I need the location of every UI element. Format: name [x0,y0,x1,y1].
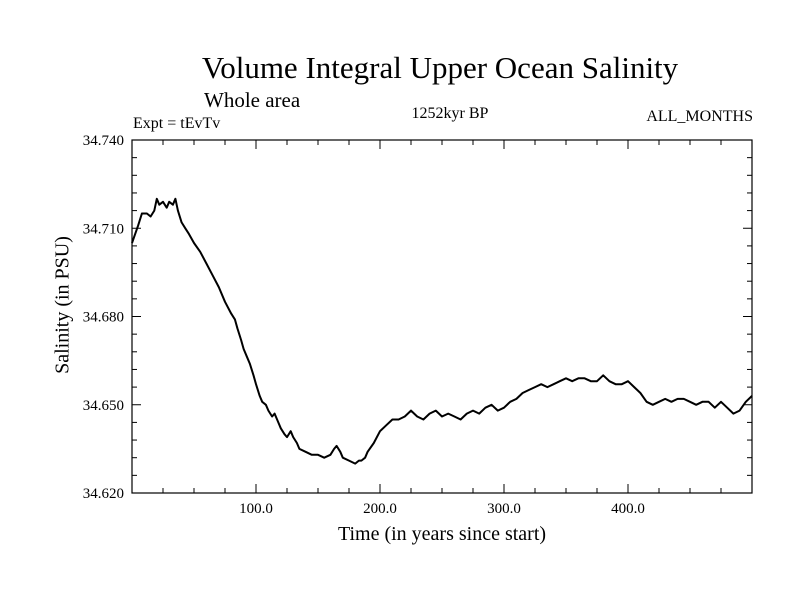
period-label: 1252kyr BP [411,105,489,122]
area-subtitle: Whole area [204,88,301,112]
y-tick-label: 34.620 [83,486,124,502]
x-tick-label: 400.0 [611,501,645,517]
x-tick-label: 100.0 [239,501,273,517]
axis-ticks [132,140,752,493]
experiment-label: Expt = tEvTv [133,115,221,132]
y-tick-label: 34.680 [83,310,124,326]
y-tick-label: 34.710 [83,221,124,237]
y-tick-label: 34.740 [83,133,124,149]
x-tick-labels: 100.0 200.0 300.0 400.0 [239,501,645,517]
y-tick-label: 34.650 [83,398,124,414]
x-tick-label: 200.0 [363,501,397,517]
x-axis-label: Time (in years since start) [337,523,547,545]
x-tick-label: 300.0 [487,501,521,517]
months-label: ALL_MONTHS [646,108,753,125]
plot-frame [131,139,753,494]
y-tick-labels: 34.620 34.650 34.680 34.710 34.740 [83,133,124,502]
salinity-series-line [131,197,753,465]
chart-title: Volume Integral Upper Ocean Salinity [201,50,679,85]
